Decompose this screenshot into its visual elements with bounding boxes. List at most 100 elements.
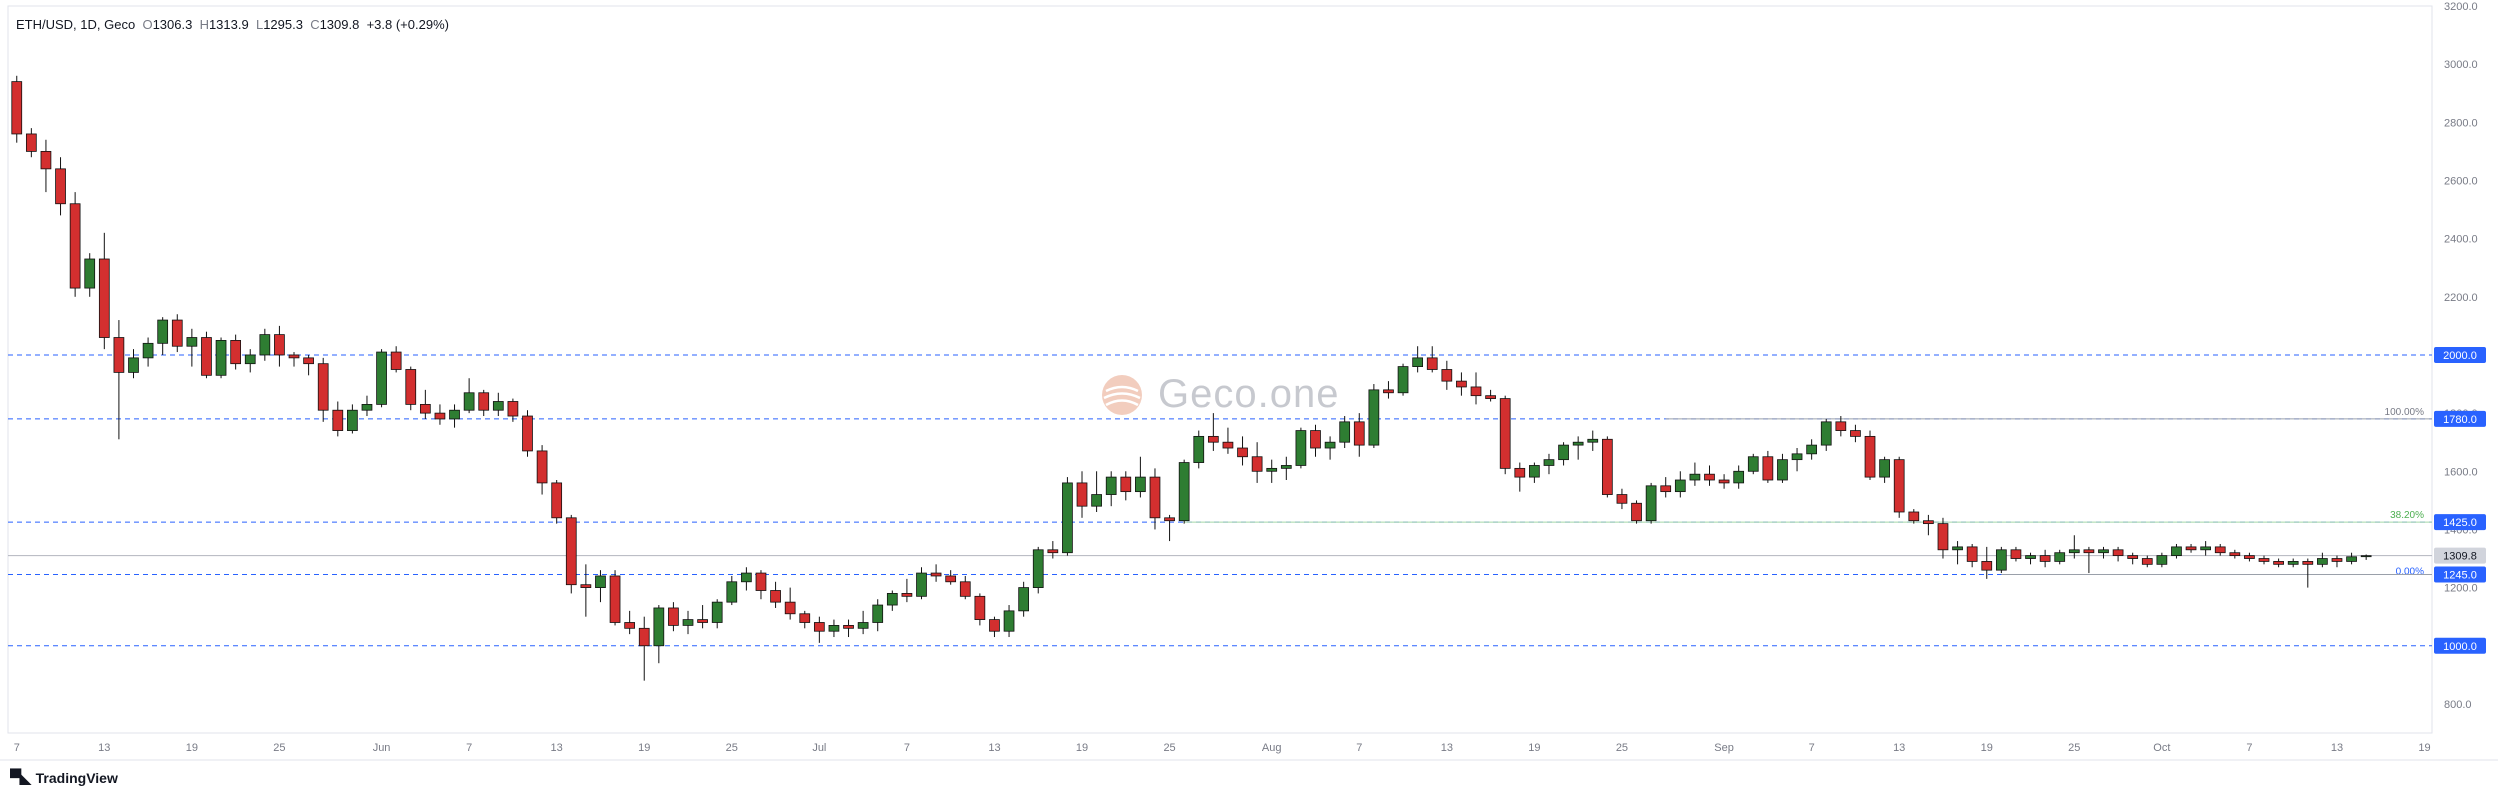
low-label: L	[255, 17, 264, 32]
candle	[609, 570, 621, 626]
level-label-bg	[2434, 637, 2486, 654]
level-label: 1245.0	[2443, 570, 2477, 582]
candle	[916, 567, 927, 600]
candle	[1383, 381, 1394, 399]
candle	[1791, 448, 1803, 472]
candle	[1864, 430, 1876, 481]
candle-body	[332, 409, 344, 431]
candle-body	[565, 517, 577, 586]
candle-body	[609, 575, 621, 623]
candle-body	[128, 357, 139, 373]
candle	[1120, 471, 1132, 501]
level-label: 2000.0	[2443, 350, 2477, 362]
candle-body	[1266, 467, 1278, 472]
candle	[1105, 471, 1117, 507]
candle	[697, 605, 708, 629]
time-tick-label: Jul	[812, 742, 826, 754]
candle	[1835, 416, 1847, 437]
candle-body	[69, 203, 81, 289]
candle-body	[347, 409, 358, 431]
candle	[2156, 552, 2168, 568]
candle	[215, 337, 227, 379]
time-tick-label: 25	[1616, 742, 1628, 754]
candle	[1426, 346, 1438, 373]
candle	[813, 616, 825, 643]
candle-body	[2331, 558, 2343, 562]
candle	[1543, 453, 1555, 475]
candle-body	[361, 403, 373, 411]
time-tick-label: 19	[638, 742, 650, 754]
candle	[872, 599, 884, 632]
candle	[317, 357, 329, 422]
candle	[1733, 465, 1745, 489]
time-tick-label: 25	[2068, 742, 2080, 754]
candle-body	[2346, 556, 2357, 562]
candle	[1747, 453, 1759, 475]
candle-body	[1952, 546, 1963, 551]
candle	[1718, 474, 1730, 489]
candle-body	[2054, 552, 2066, 562]
candle-body	[945, 575, 957, 583]
candle-body	[1558, 444, 1569, 461]
candle-body	[1193, 435, 1205, 463]
candle	[2331, 555, 2343, 568]
candle-body	[1120, 476, 1132, 493]
candle-body	[1310, 430, 1321, 449]
time-tick-label: 25	[726, 742, 738, 754]
candle-body	[2068, 549, 2080, 554]
candle	[1178, 459, 1190, 524]
candle-body	[624, 622, 636, 629]
close-value: 1309.8	[319, 17, 360, 32]
candle	[2098, 546, 2109, 559]
time-tick-label: 13	[551, 742, 563, 754]
candle	[1952, 541, 1963, 565]
candle	[1587, 430, 1599, 451]
candle	[157, 317, 169, 355]
candle-body	[507, 401, 519, 417]
candle	[1704, 465, 1715, 486]
candle-body	[2156, 555, 2168, 565]
candle-body	[1689, 473, 1701, 481]
candle	[1207, 413, 1219, 451]
candle-body	[2214, 546, 2226, 554]
level-label-bg	[2434, 514, 2486, 531]
candle	[128, 349, 139, 379]
candle	[2039, 549, 2051, 568]
candle-body	[2171, 546, 2182, 557]
candle	[2083, 546, 2095, 574]
time-tick-label: 13	[98, 742, 110, 754]
candle	[2185, 543, 2197, 553]
time-tick-label: 13	[1893, 742, 1905, 754]
candle	[288, 352, 300, 367]
candle-body	[1105, 476, 1117, 495]
candle	[419, 389, 431, 419]
candle-body	[1543, 459, 1555, 466]
candle	[1251, 442, 1263, 483]
candle-body	[259, 334, 271, 356]
candle-body	[536, 450, 548, 484]
candle	[1018, 581, 1030, 617]
close-label: C	[310, 17, 320, 32]
candle-body	[55, 168, 66, 205]
candle	[1353, 413, 1365, 457]
candle-body	[1003, 610, 1015, 632]
change-value: +3.8 (+0.29%)	[366, 17, 449, 32]
candle-body	[1485, 395, 1496, 399]
price-tick-label: 1200.0	[2444, 583, 2478, 595]
candle	[1966, 543, 1978, 568]
tradingview-logo[interactable]: ▀◣ TradingView	[10, 768, 118, 788]
candle	[857, 610, 869, 635]
candle-body	[434, 412, 446, 420]
candle-body	[1572, 441, 1584, 446]
candle-body	[668, 607, 679, 626]
candle-body	[1835, 421, 1847, 431]
candle	[2317, 552, 2328, 568]
candle-body	[1091, 494, 1102, 507]
candle	[1076, 471, 1088, 518]
price-tick-label: 3200.0	[2444, 1, 2478, 13]
candle	[799, 610, 811, 629]
candle-body	[201, 337, 212, 376]
candle	[2068, 535, 2080, 559]
candles	[11, 75, 2372, 681]
